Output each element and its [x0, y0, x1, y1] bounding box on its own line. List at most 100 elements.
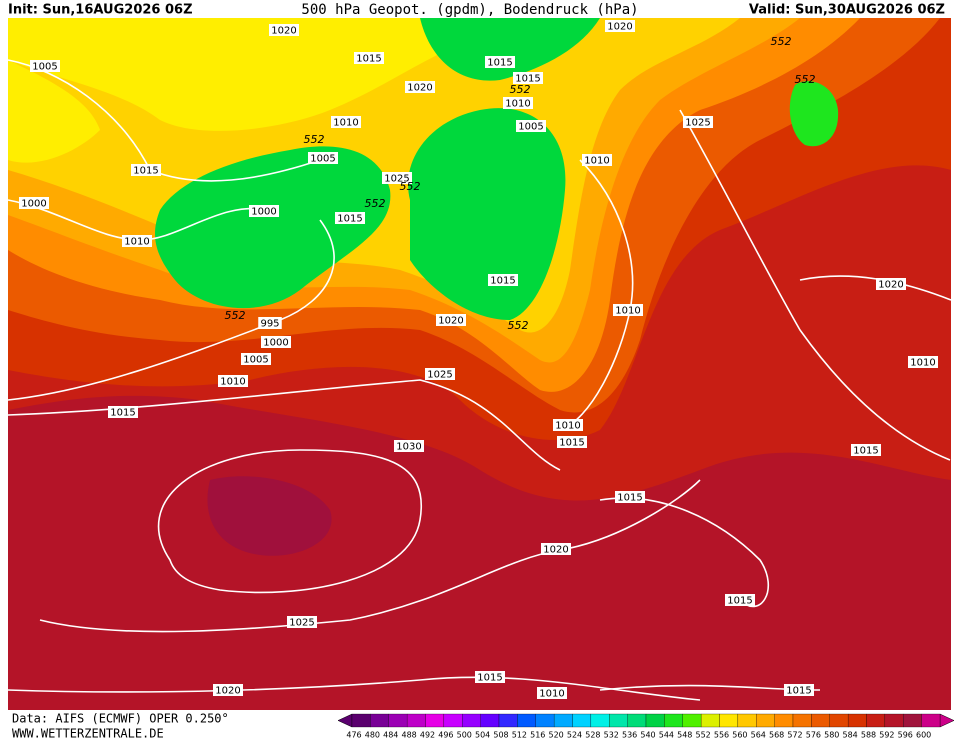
isobar-label: 1020 [215, 686, 240, 697]
colorbar-label: 592 [879, 731, 894, 740]
colorbar-label: 552 [695, 731, 710, 740]
isobar-label-box [908, 356, 938, 368]
isobar-label-box [851, 444, 881, 456]
isobar-label: 1020 [438, 316, 463, 327]
colorbar-swatch [866, 713, 886, 728]
isobar-label-box [557, 436, 587, 448]
colorbar-label: 588 [861, 731, 876, 740]
isobar-label-box [122, 235, 152, 247]
isobar-label: 1020 [878, 280, 903, 291]
colorbar-swatch [406, 713, 426, 728]
colorbar-label: 576 [806, 731, 821, 740]
colorbar-swatch [737, 713, 757, 728]
isobar-label: 1010 [220, 377, 245, 388]
colorbar-swatch [903, 713, 922, 728]
colorbar-swatch [370, 713, 389, 728]
isobar-label-box [394, 440, 424, 452]
colorbar-arrow [939, 713, 955, 728]
colorbar-swatch [590, 713, 610, 728]
isobar-label: 1015 [617, 493, 642, 504]
colorbar-swatch [351, 713, 371, 728]
isobar [7, 676, 701, 701]
isobar-label: 1000 [21, 199, 46, 210]
geopotential-label: 552 [400, 180, 421, 193]
colorbar-label: 488 [401, 731, 416, 740]
isobar [599, 497, 770, 608]
colorbar-label: 520 [548, 731, 563, 740]
colorbar-swatch [388, 713, 408, 728]
isobar-label-box [725, 594, 755, 606]
colorbar-swatch [535, 713, 555, 728]
isobar-label: 1015 [477, 673, 502, 684]
colorbar-label: 512 [512, 731, 527, 740]
colorbar-label: 480 [365, 731, 380, 740]
isobar [679, 109, 951, 461]
geopotential-label: 552 [795, 73, 816, 86]
isobar-label-box [475, 671, 505, 683]
colorbar-swatch [756, 713, 775, 728]
isobar-label: 1010 [505, 99, 530, 110]
map-title: 500 hPa Geopot. (gpdm), Bodendruck (hPa) [301, 2, 638, 18]
colorbar-swatch [425, 713, 445, 728]
isobar-label-box [405, 81, 435, 93]
isobar-label: 1025 [427, 370, 452, 381]
footer: Data: AIFS (ECMWF) OPER 0.250° WWW.WETTE… [12, 712, 229, 741]
isobar-label: 1020 [543, 545, 568, 556]
geopotential-label: 552 [771, 35, 792, 48]
colorbar-swatch [664, 713, 683, 728]
isobar-label-box [213, 684, 243, 696]
field-zone [8, 18, 560, 163]
isobar-label: 1015 [487, 58, 512, 69]
isobar-label: 1020 [607, 22, 632, 33]
colorbar-swatch [774, 713, 794, 728]
isobar-label-box [258, 317, 282, 329]
isobar-label-box [30, 60, 60, 72]
colorbar-label: 504 [475, 731, 490, 740]
colorbar-label: 508 [493, 731, 508, 740]
colorbar-label: 568 [769, 731, 784, 740]
colorbar-swatch [847, 713, 867, 728]
isobar-label: 1010 [555, 421, 580, 432]
colorbar-label: 584 [842, 731, 857, 740]
colorbar-swatch [627, 713, 647, 728]
isobar-label: 1015 [490, 276, 515, 287]
colorbar-swatch [884, 713, 904, 728]
colorbar-label: 496 [438, 731, 453, 740]
geopotential-label: 552 [508, 319, 529, 332]
colorbar-swatch [443, 713, 463, 728]
isobar-label-box [488, 274, 518, 286]
isobar-label: 1010 [615, 306, 640, 317]
isobar-label-box [308, 152, 338, 164]
isobar-label-box [335, 212, 365, 224]
isobar-label: 1015 [853, 446, 878, 457]
isobar-label-box [331, 116, 361, 128]
colorbar-swatch [811, 713, 830, 728]
colorbar-label: 556 [714, 731, 729, 740]
colorbar-label: 516 [530, 731, 545, 740]
isobar-label: 1015 [515, 74, 540, 85]
trough-zone [408, 108, 566, 320]
isobar-label-box [683, 116, 713, 128]
colorbar-label: 544 [659, 731, 674, 740]
colorbar-swatch [921, 713, 941, 728]
isobar-label: 1010 [539, 689, 564, 700]
isobar-label: 1010 [584, 156, 609, 167]
colorbar-label: 596 [898, 731, 913, 740]
isobar-label-box [19, 197, 49, 209]
isobar-label-box [503, 97, 533, 109]
isobar [799, 275, 952, 301]
isobar-label-box [541, 543, 571, 555]
isobar-label-box [615, 491, 645, 503]
colorbar-label: 548 [677, 731, 692, 740]
colorbar-label: 560 [732, 731, 747, 740]
trough-zone [155, 146, 391, 309]
isobar-label-box [108, 406, 138, 418]
colorbar-swatch [682, 713, 702, 728]
isobar-label-box [354, 52, 384, 64]
isobar-label: 1000 [251, 207, 276, 218]
isobar-label-box [516, 120, 546, 132]
isobar-label-box [269, 24, 299, 36]
isobar-label: 1005 [243, 355, 268, 366]
